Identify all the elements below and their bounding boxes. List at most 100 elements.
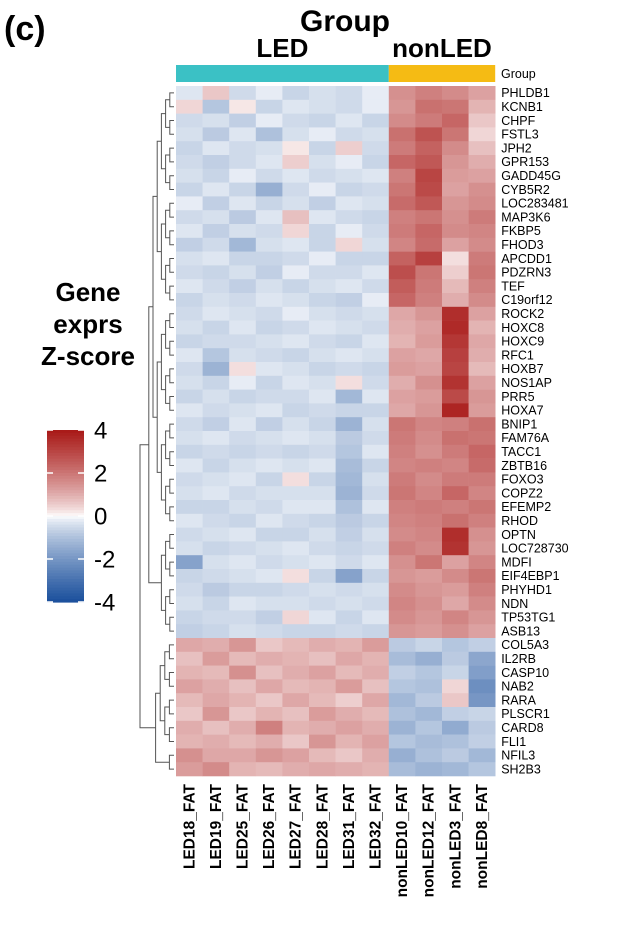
heatmap-cell bbox=[415, 679, 443, 694]
heatmap-cell bbox=[229, 210, 257, 225]
heatmap-cell bbox=[468, 279, 496, 294]
heatmap-cell bbox=[282, 693, 310, 708]
heatmap-cell bbox=[468, 265, 496, 280]
heatmap-cell bbox=[202, 569, 230, 584]
row-label: IL2RB bbox=[501, 652, 536, 666]
heatmap-cell bbox=[442, 486, 469, 501]
heatmap-cell bbox=[335, 182, 363, 197]
heatmap-cell bbox=[362, 569, 390, 584]
heatmap-cell bbox=[442, 748, 469, 763]
heatmap-cell bbox=[309, 113, 336, 128]
heatmap-cell bbox=[415, 210, 443, 225]
heatmap-cell bbox=[388, 596, 416, 611]
heatmap-cell bbox=[362, 375, 390, 390]
heatmap-cell bbox=[335, 375, 363, 390]
heatmap-cell bbox=[229, 86, 257, 101]
heatmap-cell bbox=[309, 624, 336, 639]
legend-swatch bbox=[47, 567, 84, 572]
heatmap-cell bbox=[309, 720, 336, 735]
heatmap-cell bbox=[176, 265, 203, 280]
heatmap-cell bbox=[309, 403, 336, 418]
heatmap-cell bbox=[468, 513, 496, 528]
heatmap-cell bbox=[362, 444, 390, 459]
heatmap-cell bbox=[229, 375, 257, 390]
heatmap-cell bbox=[255, 182, 283, 197]
heatmap-cell bbox=[309, 762, 336, 777]
heatmap-cell bbox=[309, 707, 336, 722]
heatmap-cell bbox=[176, 251, 203, 266]
heatmap-cell bbox=[176, 569, 203, 584]
heatmap-cell bbox=[362, 334, 390, 349]
heatmap-cell bbox=[468, 210, 496, 225]
heatmap-cell bbox=[442, 651, 469, 666]
heatmap-cell bbox=[176, 155, 203, 170]
heatmap-cell bbox=[362, 224, 390, 239]
legend-tick-label: -4 bbox=[94, 590, 115, 617]
legend-swatch bbox=[47, 596, 84, 600]
heatmap-cell bbox=[229, 596, 257, 611]
heatmap-cell bbox=[415, 293, 443, 308]
heatmap-cell bbox=[309, 293, 336, 308]
heatmap-cell bbox=[362, 638, 390, 653]
heatmap-cell bbox=[282, 403, 310, 418]
heatmap-cell bbox=[309, 375, 336, 390]
heatmap-cell bbox=[255, 693, 283, 708]
heatmap-cell bbox=[282, 610, 310, 625]
heatmap-cell bbox=[362, 389, 390, 404]
heatmap-cell bbox=[255, 403, 283, 418]
group-label-LED: LED bbox=[256, 33, 308, 63]
heatmap-cell bbox=[388, 99, 416, 114]
heatmap-cell bbox=[362, 113, 390, 128]
legend-swatch bbox=[47, 458, 84, 463]
heatmap-cell bbox=[442, 86, 469, 101]
heatmap-cell bbox=[229, 624, 257, 639]
heatmap-cell bbox=[468, 306, 496, 321]
heatmap-cell bbox=[415, 237, 443, 252]
heatmap-cell bbox=[176, 113, 203, 128]
heatmap-cell bbox=[362, 320, 390, 335]
heatmap-cell bbox=[229, 306, 257, 321]
heatmap-cell bbox=[176, 541, 203, 556]
legend-swatch bbox=[47, 438, 84, 443]
heatmap-cell bbox=[362, 99, 390, 114]
heatmap-cell bbox=[255, 210, 283, 225]
row-label: CARD8 bbox=[501, 721, 543, 735]
heatmap-cell bbox=[176, 472, 203, 487]
heatmap-cell bbox=[176, 486, 203, 501]
heatmap-cell bbox=[388, 113, 416, 128]
heatmap-cell bbox=[362, 155, 390, 170]
heatmap-cell bbox=[415, 458, 443, 473]
heatmap-cell bbox=[415, 196, 443, 211]
legend-swatch bbox=[47, 536, 84, 540]
heatmap-cell bbox=[335, 265, 363, 280]
heatmap-cell bbox=[282, 734, 310, 749]
heatmap-cell bbox=[282, 431, 310, 446]
heatmap-cell bbox=[229, 224, 257, 239]
heatmap-cell bbox=[388, 527, 416, 542]
heatmap-cell bbox=[335, 320, 363, 335]
heatmap-cell bbox=[255, 444, 283, 459]
heatmap-cell bbox=[442, 224, 469, 239]
heatmap-cell bbox=[468, 320, 496, 335]
heatmap-cell bbox=[229, 168, 257, 183]
heatmap-cell bbox=[362, 734, 390, 749]
heatmap-cell bbox=[176, 458, 203, 473]
heatmap-cell bbox=[388, 348, 416, 363]
heatmap-cell bbox=[362, 237, 390, 252]
heatmap-cell bbox=[176, 334, 203, 349]
legend-swatch bbox=[47, 470, 84, 474]
column-label: LED28_FAT bbox=[314, 783, 331, 869]
row-label: ROCK2 bbox=[501, 307, 544, 321]
row-label: HOXC8 bbox=[501, 321, 544, 335]
heatmap-cell bbox=[202, 679, 230, 694]
heatmap-cell bbox=[388, 569, 416, 584]
heatmap-cell bbox=[255, 541, 283, 556]
panel-label: (c) bbox=[4, 10, 46, 48]
heatmap-cell bbox=[229, 610, 257, 625]
heatmap-cell bbox=[282, 486, 310, 501]
heatmap-cell bbox=[309, 306, 336, 321]
heatmap-cell bbox=[415, 638, 443, 653]
heatmap-cell bbox=[335, 665, 363, 680]
legend-swatch bbox=[47, 541, 84, 546]
heatmap-cell bbox=[388, 403, 416, 418]
